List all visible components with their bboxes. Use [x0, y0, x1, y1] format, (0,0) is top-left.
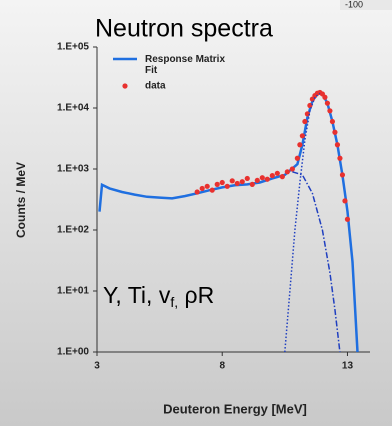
data-point [337, 156, 342, 161]
data-point [327, 108, 332, 113]
chart-title: Neutron spectra [95, 15, 273, 43]
x-tick-label: 13 [342, 361, 354, 372]
data-point [332, 130, 337, 135]
data-point [245, 176, 250, 181]
legend-marker [122, 83, 127, 88]
data-point [250, 182, 255, 187]
data-point [235, 181, 240, 186]
data-point [275, 171, 280, 176]
data-point [215, 182, 220, 187]
data-point [225, 184, 230, 189]
page: {"chart_data": {"type": "line", "title":… [0, 0, 392, 426]
data-point [255, 178, 260, 183]
x-tick-label: 3 [94, 361, 100, 372]
y-tick-label: 1.E+04 [57, 103, 89, 114]
data-point [322, 95, 327, 100]
data-point [240, 179, 245, 184]
y-tick-label: 1.E+05 [57, 42, 89, 53]
data-point [330, 119, 335, 124]
data-point [300, 133, 305, 138]
chart: -100 Neutron spectra Counts / MeV Deuter… [0, 0, 392, 426]
y-tick-label: 1.E+01 [57, 286, 89, 297]
y-axis-label: Counts / MeV [14, 162, 28, 238]
data-point [205, 184, 210, 189]
corner-text: -100 [345, 0, 363, 9]
y-tick-label: 1.E+00 [57, 347, 89, 358]
data-point [345, 217, 350, 222]
annotation-tail: ρR [178, 282, 214, 308]
data-point [270, 173, 275, 178]
annotation-subscript: f, [170, 294, 178, 310]
data-point [342, 198, 347, 203]
legend-label-line: Response Matrix [145, 54, 225, 65]
data-point [230, 178, 235, 183]
data-point [325, 101, 330, 106]
legend-label: data [145, 81, 166, 92]
data-point [210, 188, 215, 193]
annotation: Y, Ti, vf, ρR [103, 282, 214, 310]
data-point [220, 180, 225, 185]
data-point [280, 174, 285, 179]
data-point [260, 175, 265, 180]
data-point [295, 156, 300, 161]
data-point [335, 142, 340, 147]
data-point [195, 189, 200, 194]
data-point [290, 166, 295, 171]
data-point [265, 177, 270, 182]
y-tick-label: 1.E+03 [57, 164, 89, 175]
data-point [297, 142, 302, 147]
data-point [200, 186, 205, 191]
y-tick-label: 1.E+02 [57, 225, 89, 236]
annotation-text: Y, Ti, v [103, 282, 171, 308]
data-point [285, 169, 290, 174]
data-point [340, 172, 345, 177]
data-point [302, 119, 307, 124]
x-axis-label: Deuteron Energy [MeV] [163, 401, 307, 416]
data-point [307, 103, 312, 108]
legend-label-line: Fit [145, 65, 158, 76]
x-tick-label: 8 [219, 361, 225, 372]
